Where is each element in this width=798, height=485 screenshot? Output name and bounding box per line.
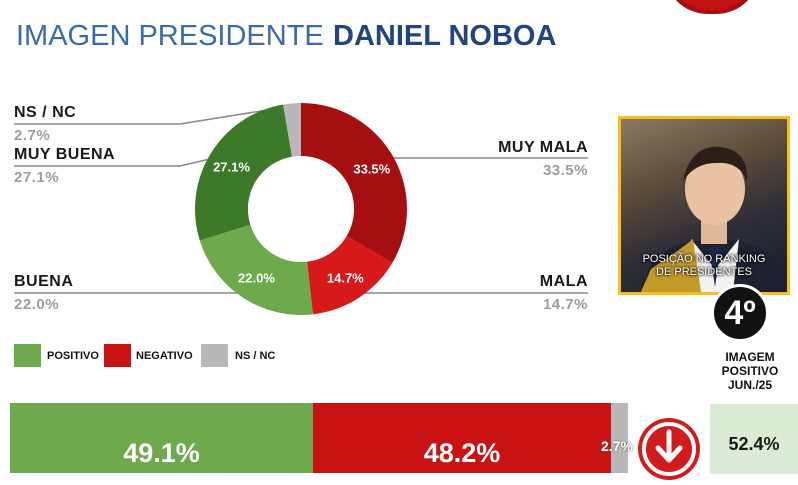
category-label-muy-mala: MUY MALA — [498, 139, 588, 156]
donut-slice-nsnc — [283, 103, 301, 157]
legend-label-nsnc: NS / NC — [235, 350, 276, 362]
legend-label-positivo: POSITIVO — [47, 350, 99, 362]
slice-value-label-muy-mala: 33.5% — [353, 162, 390, 177]
donut-slice-mala — [306, 235, 393, 315]
category-label-buena: BUENA — [14, 273, 74, 290]
category-value-mala: 14.7% — [542, 296, 588, 313]
summary-bar-negative: 48.2% — [313, 403, 611, 473]
photo-caption-line-2: DE PRESIDENTES — [656, 266, 752, 278]
leader-line-nsnc — [14, 105, 293, 125]
category-value-muy-mala: 33.5% — [542, 162, 588, 179]
category-label-nsnc: NS / NC — [14, 104, 77, 121]
legend-swatch-positivo — [14, 344, 41, 367]
slice-labels: 33.5% 14.7% 22.0% 27.1% — [213, 159, 391, 285]
page-title-name: DANIEL NOBOA — [333, 20, 557, 52]
donut-hole — [248, 156, 354, 262]
side-label-line-1: IMAGEM — [725, 350, 775, 364]
slice-value-label-muy-buena: 27.1% — [213, 159, 250, 174]
positive-image-label: IMAGEM POSITIVO JUN./25 — [708, 350, 792, 392]
summary-bar-nsnc-label: 2.7% — [601, 438, 633, 454]
category-value-buena: 22.0% — [14, 296, 60, 313]
donut-slice-buena — [199, 224, 313, 315]
category-value-muy-buena: 27.1% — [14, 169, 60, 186]
photo-caption: POSIÇÃO NO RANKING DE PRESIDENTES — [621, 253, 787, 279]
summary-bar-positive: 49.1% — [10, 403, 313, 473]
category-label-mala: MALA — [539, 273, 588, 290]
donut-slice-muy-buena — [195, 104, 293, 241]
positive-value-box: 52.4% — [710, 404, 798, 474]
donut-chart: 33.5% 14.7% 22.0% 27.1% — [14, 103, 588, 315]
slice-value-label-mala: 14.7% — [327, 270, 364, 285]
arrow-down-icon — [638, 418, 700, 480]
rank-badge: 4º — [711, 284, 769, 342]
leader-line-muy-buena — [14, 157, 215, 167]
page-title: IMAGEN PRESIDENTE — [16, 20, 324, 52]
legend-swatch-negativo — [104, 344, 131, 367]
slice-value-label-buena: 22.0% — [238, 270, 275, 285]
donut-slice-muy-mala — [301, 103, 407, 263]
category-label-muy-buena: MUY BUENA — [14, 146, 116, 163]
side-label-line-2: POSITIVO — [721, 364, 779, 378]
arrow-down-glyph — [642, 422, 696, 476]
president-photo: POSIÇÃO NO RANKING DE PRESIDENTES — [618, 116, 790, 295]
category-value-nsnc: 2.7% — [14, 127, 51, 144]
leader-lines — [14, 105, 588, 294]
legend-label-negativo: NEGATIVO — [136, 350, 193, 362]
side-label-line-3: JUN./25 — [727, 378, 773, 392]
photo-caption-line-1: POSIÇÃO NO RANKING — [642, 253, 766, 265]
legend-swatch-nsnc — [201, 344, 228, 367]
portrait-illustration — [641, 146, 786, 292]
donut-slices — [195, 103, 407, 315]
summary-bar-nsnc — [611, 403, 628, 473]
